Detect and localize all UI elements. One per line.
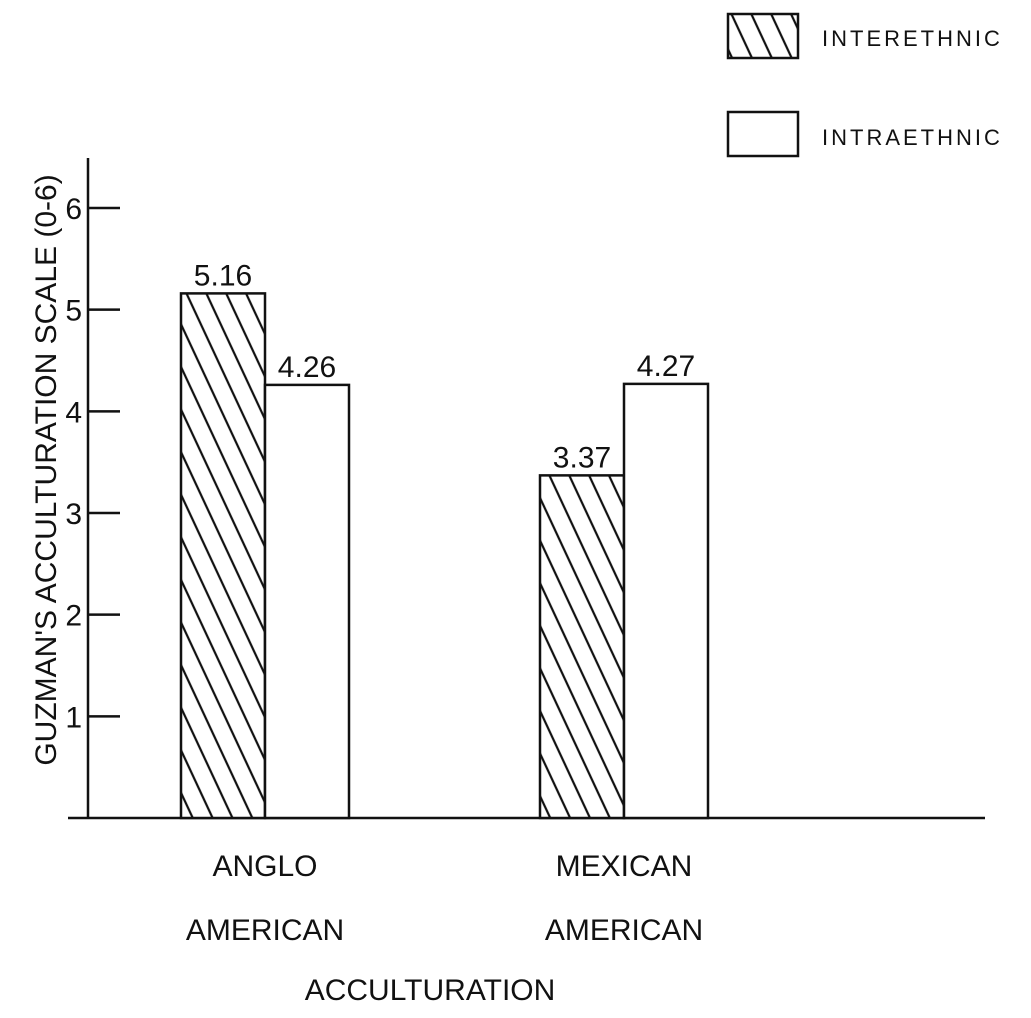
value-label-interethnic-1: 5.16 xyxy=(194,259,252,292)
category-label-1-line-2: AMERICAN xyxy=(186,914,344,947)
y-tick-label-3: 3 xyxy=(65,498,82,531)
category-label-1-line-1: ANGLO xyxy=(212,850,317,883)
plot-area: 1 2 3 4 5 6 5.16 3.37 4.26 4.27 ANGLO AMERICAN MEXIC… xyxy=(65,158,985,947)
bar-intraethnic-2 xyxy=(622,382,710,820)
legend: INTERETHNIC INTRAETHNIC xyxy=(726,12,1003,158)
value-label-interethnic-2: 3.37 xyxy=(553,441,611,474)
bar-intraethnic-1 xyxy=(263,383,351,820)
legend-swatch-interethnic xyxy=(726,12,800,60)
legend-swatch-intraethnic xyxy=(726,110,800,158)
legend-label-interethnic: INTERETHNIC xyxy=(822,26,1003,51)
category-label-2-line-1: MEXICAN xyxy=(556,850,693,883)
category-label-2-line-2: AMERICAN xyxy=(545,914,703,947)
value-label-intraethnic-2: 4.27 xyxy=(637,350,695,383)
y-tick-label-2: 2 xyxy=(65,600,82,633)
bar-interethnic-2 xyxy=(538,474,626,820)
bar-interethnic-1 xyxy=(179,292,267,820)
y-tick-label-4: 4 xyxy=(65,396,82,429)
y-tick-label-6: 6 xyxy=(65,193,82,226)
y-tick-label-5: 5 xyxy=(65,295,82,328)
x-axis-title: ACCULTURATION xyxy=(305,974,556,1007)
value-label-intraethnic-1: 4.26 xyxy=(278,351,336,384)
legend-label-intraethnic: INTRAETHNIC xyxy=(822,125,1003,150)
y-tick-label-1: 1 xyxy=(65,701,82,734)
y-axis-title: GUZMAN'S ACCULTURATION SCALE (0-6) xyxy=(30,174,63,765)
